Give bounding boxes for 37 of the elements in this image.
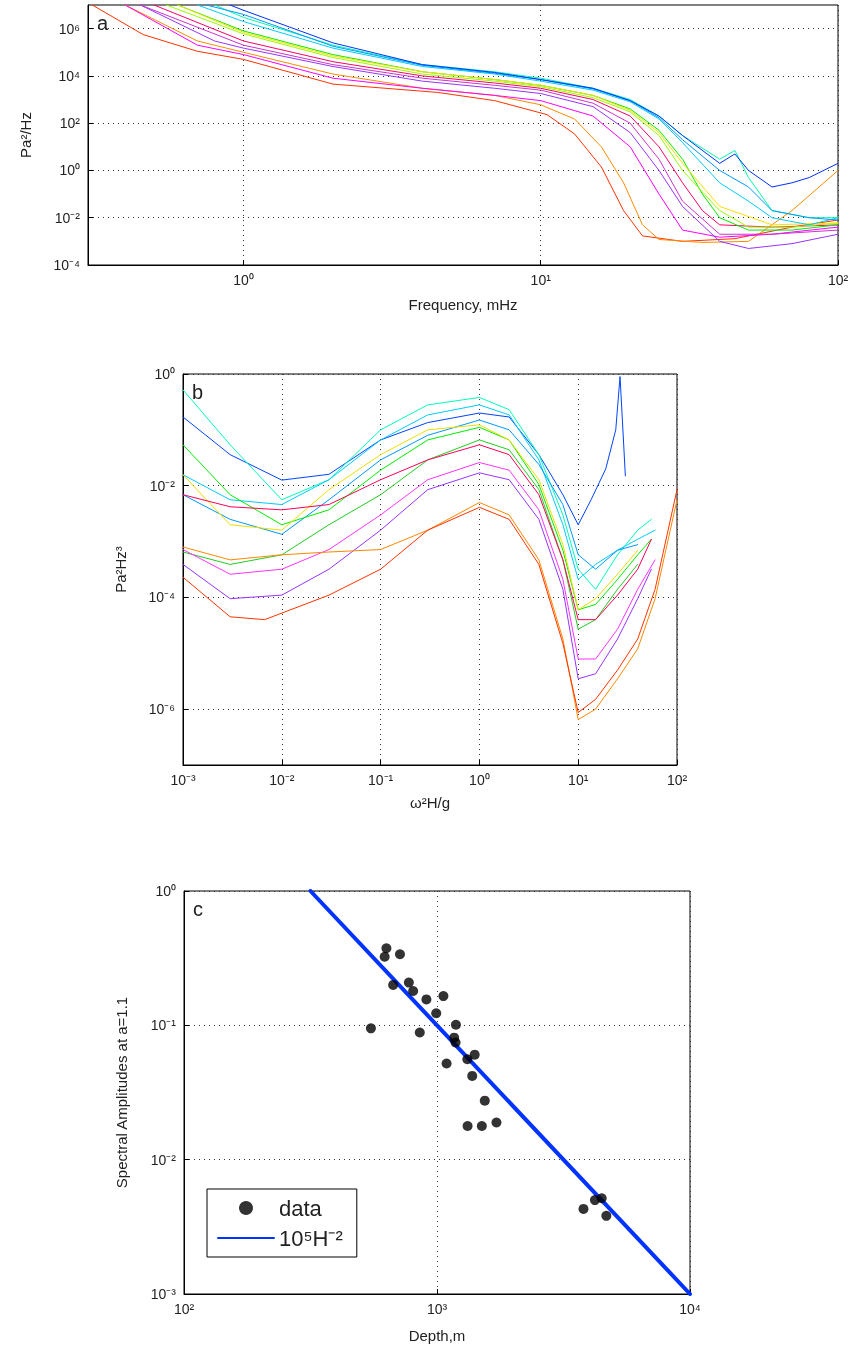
x-tick-label: 10⁰ [233, 272, 254, 288]
legend-label: data [279, 1195, 323, 1221]
y-tick-label: 10⁴ [58, 67, 80, 84]
x-tick-label: 10⁻² [269, 772, 295, 788]
y-tick-label: 10⁻⁴ [148, 589, 175, 606]
x-tick-label: 10⁰ [469, 772, 490, 788]
annotation: b [192, 381, 204, 403]
legend-label: 10⁵H⁻² [279, 1225, 343, 1251]
y-tick-label: 10⁻² [150, 1151, 177, 1168]
y-tick-label: 10⁻³ [150, 1286, 177, 1302]
x-tick-label: 10¹ [568, 772, 589, 788]
x-tick-label: 10³ [426, 1301, 448, 1317]
y-tick-label: 10² [59, 115, 81, 132]
y-tick-label: 10⁻¹ [150, 1017, 177, 1034]
x-axis-title: ω²H/g [409, 794, 451, 811]
x-tick-label: 10⁻³ [170, 772, 196, 788]
y-tick-label: 10⁻⁶ [148, 701, 175, 718]
y-tick-label: 10⁻² [54, 209, 81, 226]
y-tick-label: 10⁻⁴ [53, 257, 80, 273]
annotation: c [193, 898, 203, 920]
x-tick-label: 10² [827, 272, 849, 288]
y-tick-label: 10⁰ [154, 366, 175, 382]
x-tick-label: 10⁻¹ [367, 772, 394, 788]
annotation: a [97, 12, 109, 34]
y-axis-title: Pa²/Hz [17, 112, 34, 158]
y-tick-label: 10⁰ [59, 162, 80, 179]
y-axis-title: Spectral Amplitudes at a=1.1 [113, 996, 130, 1189]
x-axis-title: Frequency, mHz [408, 296, 518, 313]
x-axis-title: Depth,m [408, 1327, 466, 1344]
y-tick-label: 10⁶ [58, 20, 80, 37]
y-axis-title: Pa²Hz³ [112, 546, 129, 593]
y-tick-label: 10⁰ [155, 883, 176, 899]
y-tick-label: 10⁻² [149, 477, 176, 494]
x-tick-label: 10² [173, 1301, 195, 1317]
x-tick-label: 10¹ [530, 272, 552, 288]
x-tick-label: 10⁴ [679, 1301, 701, 1317]
x-tick-label: 10² [666, 772, 688, 788]
